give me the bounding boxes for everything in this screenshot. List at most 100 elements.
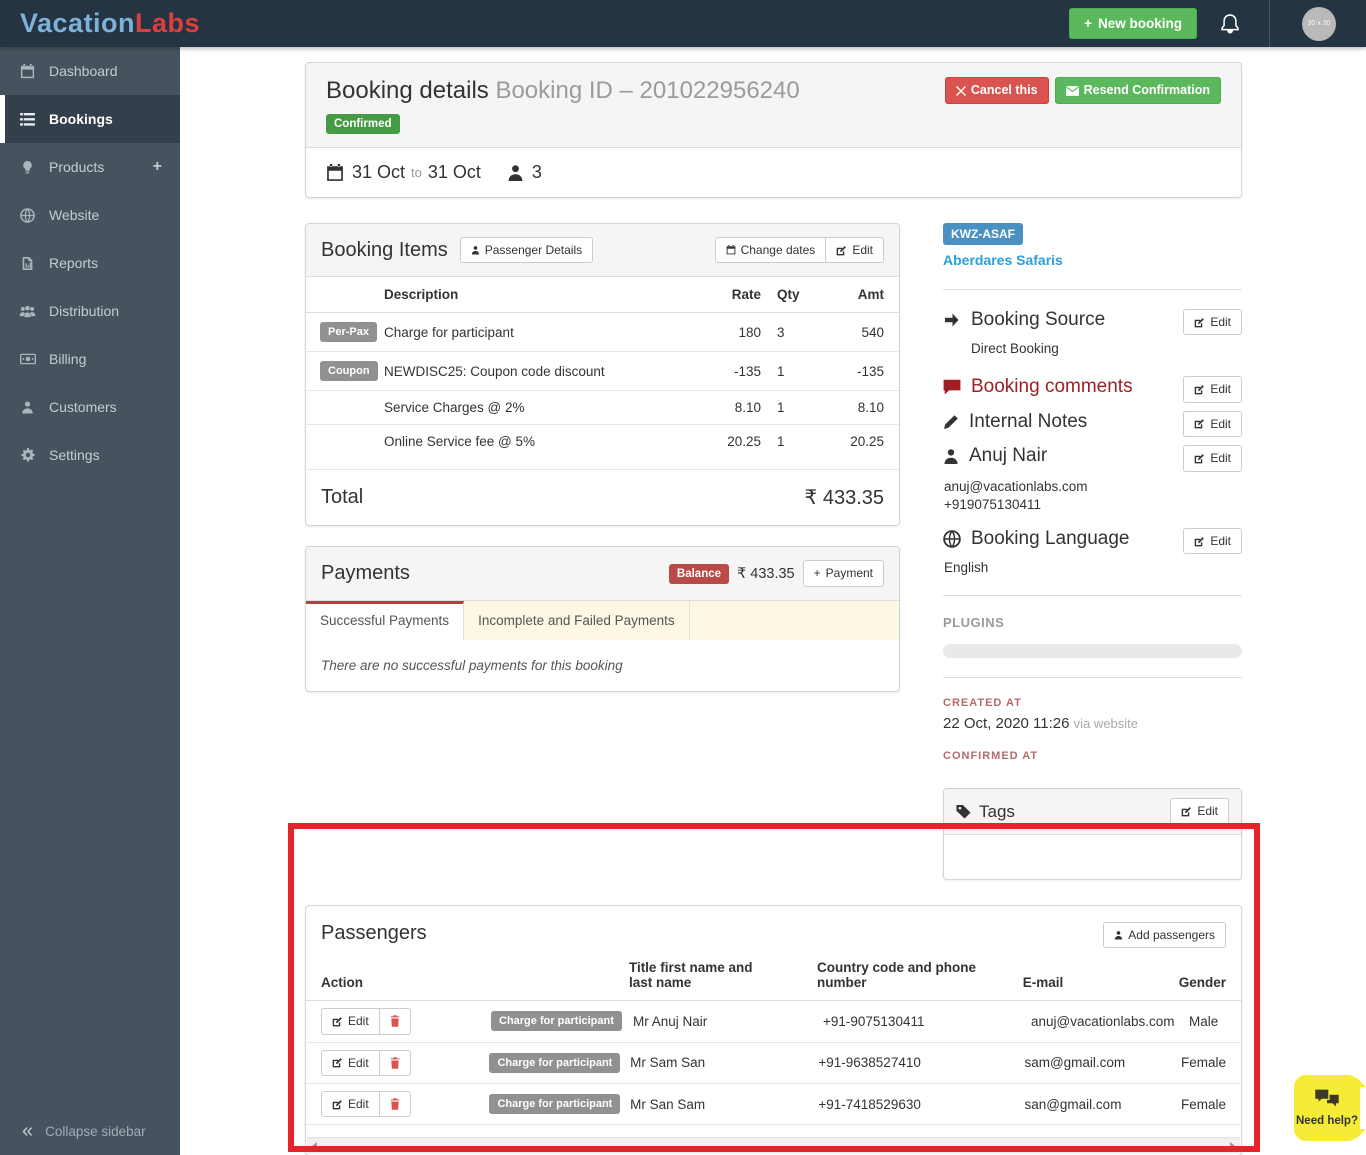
passengers-title: Passengers (321, 921, 427, 944)
edit-booking-items-button[interactable]: Edit (825, 237, 884, 264)
horizontal-scrollbar[interactable] (307, 1137, 1240, 1155)
left-column: Booking Items Passenger Details Change d… (305, 223, 900, 692)
expand-plus-icon[interactable]: + (152, 158, 162, 175)
sidebar-item-customers[interactable]: Customers (0, 383, 180, 431)
item-qty: 1 (777, 434, 785, 450)
content-row: Booking Items Passenger Details Change d… (305, 223, 1242, 880)
tags-empty-body[interactable] (944, 835, 1241, 879)
date-separator: to (411, 165, 422, 180)
sidebar-item-reports[interactable]: Reports (0, 239, 180, 287)
sidebar-item-dashboard[interactable]: Dashboard (0, 47, 180, 95)
brand-part-vacation: Vacation (20, 8, 136, 38)
passengers-header: Passengers Add passengers (306, 906, 1241, 954)
passenger-row: Edit Charge for participant Mr Sam San +… (306, 1043, 1241, 1084)
col-qty: Qty (777, 287, 800, 303)
scroll-left-arrow-icon[interactable] (312, 1142, 317, 1151)
booking-id: Booking ID – 201022956240 (495, 77, 800, 104)
plugins-heading: PLUGINS (943, 615, 1005, 631)
edit-pencil-icon (332, 1016, 342, 1027)
edit-booking-language-button[interactable]: Edit (1183, 528, 1242, 555)
calendar-icon (19, 63, 36, 79)
new-booking-button[interactable]: + New booking (1069, 8, 1197, 39)
edit-pencil-icon (1195, 385, 1205, 395)
passenger-row: Edit Charge for participant Mr Anuj Nair… (306, 1001, 1241, 1043)
passenger-gender: Male (1189, 1013, 1219, 1029)
edit-internal-notes-button[interactable]: Edit (1183, 410, 1242, 438)
plus-icon: + (813, 566, 821, 581)
user-icon (19, 400, 36, 414)
booking-details-panel: Booking details Booking ID – 20102295624… (305, 62, 1242, 198)
created-at-label: CREATED AT (943, 697, 1022, 710)
edit-passenger-button[interactable]: Edit (321, 1049, 380, 1076)
booking-details-title: Booking details (326, 77, 489, 104)
delete-passenger-button[interactable] (378, 1090, 411, 1118)
passenger-details-button[interactable]: Passenger Details (459, 237, 594, 264)
sidebar-item-bookings[interactable]: Bookings (0, 95, 180, 143)
edit-tags-button[interactable]: Edit (1170, 798, 1229, 825)
edit-pencil-icon (332, 1058, 342, 1068)
collapse-sidebar-button[interactable]: « Collapse sidebar (0, 1120, 180, 1143)
col-rate: Rate (731, 287, 761, 303)
booking-comments-section: Booking comments Edit (943, 376, 1242, 403)
brand-logo[interactable]: VacationLabs (0, 8, 200, 39)
add-passengers-button[interactable]: Add passengers (1103, 921, 1226, 949)
edit-customer-button[interactable]: Edit (1183, 445, 1242, 472)
notifications-bell-icon[interactable] (1219, 13, 1241, 35)
change-dates-button[interactable]: Change dates (714, 237, 827, 264)
users-icon (19, 305, 36, 318)
sidebar: Dashboard Bookings Products + Website Re… (0, 47, 180, 1155)
booking-item-row: Coupon NEWDISC25: Coupon code discount -… (306, 352, 899, 392)
delete-passenger-button[interactable] (378, 1049, 411, 1076)
top-navbar: VacationLabs + New booking 30 x 30 (0, 0, 1366, 47)
sidebar-item-distribution[interactable]: Distribution (0, 287, 180, 335)
chat-icon (1315, 1089, 1339, 1107)
edit-booking-comments-button[interactable]: Edit (1183, 376, 1242, 403)
sidebar-item-label: Bookings (49, 111, 113, 127)
item-amt: 8.10 (857, 400, 884, 416)
edit-passenger-button[interactable]: Edit (321, 1008, 380, 1035)
pencil-icon (944, 414, 958, 429)
booking-items-total-row: Total ₹ 433.35 (306, 470, 899, 525)
booking-item-row: Per-Pax Charge for participant 180 3 540 (306, 313, 899, 353)
date-to: 31 Oct (427, 162, 481, 182)
passenger-type-badge: Charge for participant (489, 1052, 621, 1073)
user-avatar[interactable]: 30 x 30 (1302, 6, 1336, 41)
tab-incomplete-failed-payments[interactable]: Incomplete and Failed Payments (464, 600, 690, 640)
edit-pencil-icon (1182, 807, 1192, 817)
tab-successful-payments[interactable]: Successful Payments (306, 600, 465, 640)
x-icon (955, 85, 966, 96)
sidebar-item-website[interactable]: Website (0, 191, 180, 239)
booking-source-section: Booking Source Edit (943, 309, 1242, 336)
resend-confirmation-button[interactable]: Resend Confirmation (1054, 77, 1221, 104)
item-description: Charge for participant (384, 324, 514, 340)
sidebar-item-label: Settings (49, 447, 100, 463)
item-rate: 20.25 (727, 434, 761, 450)
delete-passenger-button[interactable] (378, 1008, 411, 1035)
item-amt: -135 (856, 363, 884, 379)
booking-source-value: Direct Booking (971, 341, 1059, 357)
passenger-phone: +91-7418529630 (818, 1096, 921, 1112)
list-icon (19, 112, 36, 126)
customer-name-row: Anuj Nair (943, 445, 1047, 467)
payments-header: Payments Balance ₹ 433.35 + Payment (306, 547, 899, 601)
edit-passenger-button[interactable]: Edit (321, 1090, 380, 1118)
sidebar-item-label: Reports (49, 255, 99, 271)
sidebar-item-label: Billing (49, 351, 87, 367)
need-help-label: Need help? (1296, 1115, 1358, 1127)
item-type-badge: Coupon (320, 361, 378, 382)
cancel-booking-button[interactable]: Cancel this (944, 77, 1049, 104)
new-booking-label: New booking (1098, 16, 1182, 31)
add-payment-button[interactable]: + Payment (802, 560, 884, 587)
sidebar-item-products[interactable]: Products + (0, 143, 180, 191)
need-help-button[interactable]: Need help? (1294, 1075, 1366, 1141)
product-link[interactable]: Aberdares Safaris (943, 252, 1063, 268)
sidebar-item-settings[interactable]: Settings (0, 431, 180, 479)
report-file-icon (19, 256, 36, 271)
edit-booking-source-button[interactable]: Edit (1183, 309, 1242, 336)
scroll-right-arrow-icon[interactable] (1230, 1142, 1235, 1151)
passenger-name: Mr Sam San (630, 1055, 706, 1071)
edit-pencil-icon (837, 245, 847, 255)
sidebar-item-billing[interactable]: Billing (0, 335, 180, 383)
tags-title-row: Tags (956, 802, 1015, 822)
